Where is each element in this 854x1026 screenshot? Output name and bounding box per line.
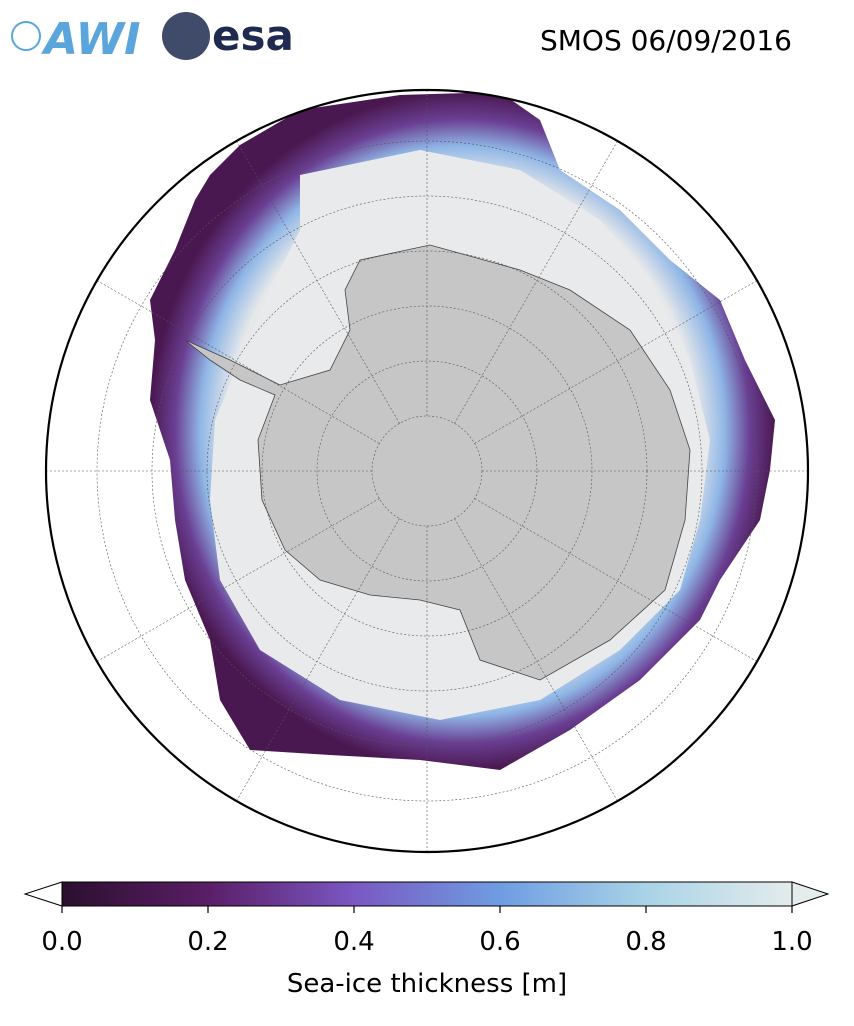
logos: AWI esa: [11, 11, 294, 65]
colorbar-tick-label: 0.2: [187, 927, 228, 957]
colorbar-tick-label: 1.0: [771, 927, 812, 957]
colorbar-tick-label: 0.6: [479, 927, 520, 957]
colorbar-tick-label: 0.0: [41, 927, 82, 957]
colorbar-tick-label: 0.8: [625, 927, 666, 957]
colorbar-over: [791, 881, 830, 907]
colorbar: 0.0 0.2 0.4 0.6 0.8 1.0: [23, 881, 830, 957]
logo-esa: esa: [212, 11, 294, 60]
colorbar-label: Sea-ice thickness [m]: [287, 969, 567, 999]
logo-globe: [11, 21, 41, 51]
logo-awi: AWI: [41, 14, 141, 65]
map: [46, 90, 808, 852]
colorbar-body: [61, 881, 793, 907]
latitude-circle: [316, 360, 538, 582]
antarctica: [184, 244, 691, 681]
colorbar-tick-label: 0.4: [333, 927, 374, 957]
graticule: [46, 90, 808, 852]
map-title: SMOS 06/09/2016: [540, 24, 792, 57]
colorbar-under: [23, 881, 63, 907]
logo-esa-mark: [162, 12, 210, 60]
map-frame: [44, 88, 810, 854]
latitude-circle: [96, 140, 758, 802]
